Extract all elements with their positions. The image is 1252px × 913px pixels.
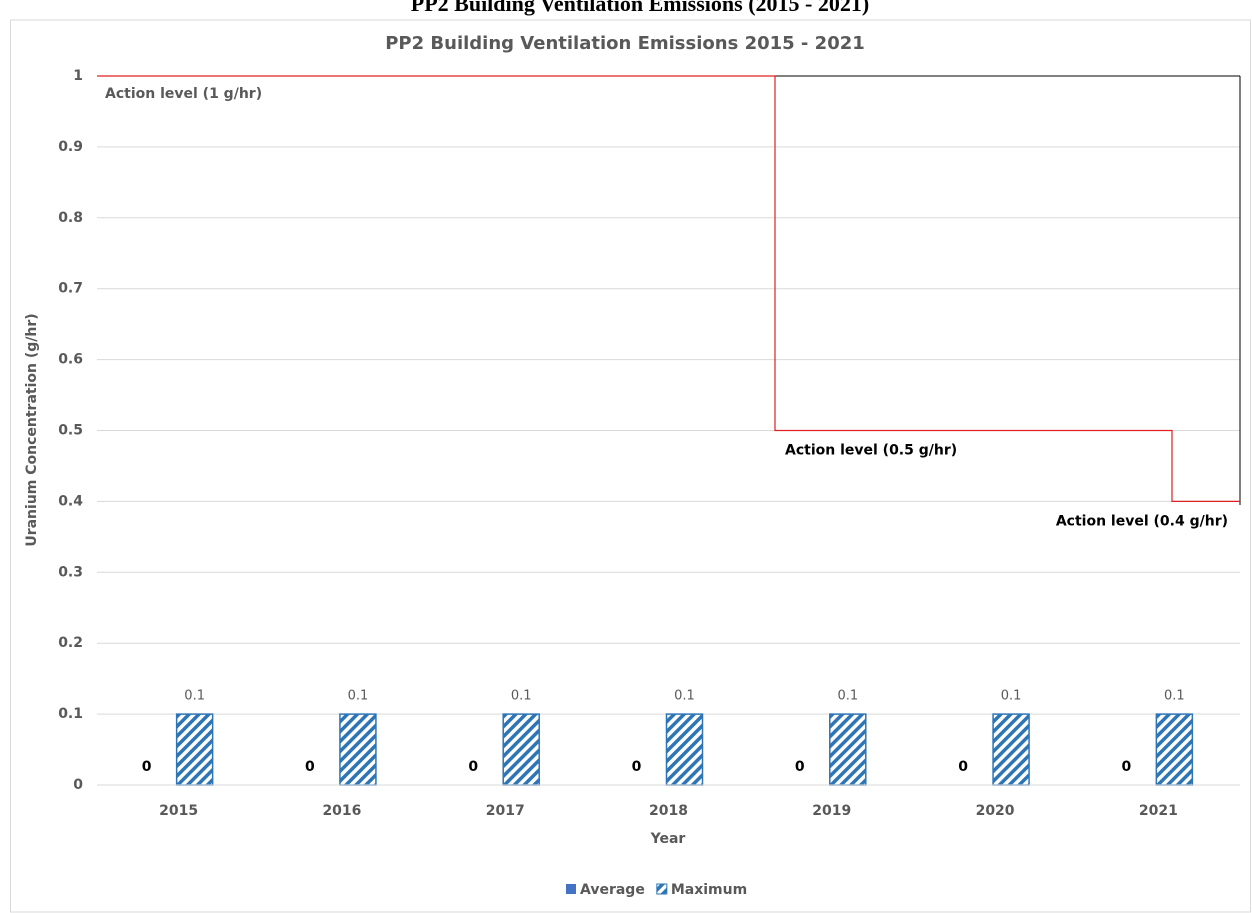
action-level-line <box>97 75 1240 502</box>
y-tick-label: 0.9 <box>58 139 83 155</box>
y-tick-label: 0.6 <box>58 352 83 368</box>
legend-swatch <box>656 883 668 895</box>
y-tick-label: 0.2 <box>58 635 83 651</box>
bar <box>665 713 704 786</box>
data-label: 0 <box>305 759 315 775</box>
y-tick-label: 0.5 <box>58 423 83 439</box>
data-label: 0.1 <box>1164 689 1185 704</box>
annotation: Action level (0.4 g/hr) <box>1056 513 1228 529</box>
data-label: 0.1 <box>1001 689 1022 704</box>
y-tick-label: 1 <box>73 68 83 84</box>
chart-border <box>10 19 1251 913</box>
caption: PP2 Building Ventilation Emissions (2015… <box>411 0 869 16</box>
bar <box>992 713 1030 786</box>
y-tick-label: 0.7 <box>58 281 83 297</box>
chart-title: PP2 Building Ventilation Emissions 2015 … <box>385 33 865 54</box>
data-label: 0 <box>958 759 968 775</box>
bar <box>1155 713 1194 786</box>
data-label: 0.1 <box>837 689 858 704</box>
x-tick-label: 2020 <box>976 803 1015 819</box>
data-label: 0 <box>795 759 805 775</box>
data-label: 0 <box>468 759 478 775</box>
bar <box>502 713 540 786</box>
y-tick-label: 0.8 <box>58 210 83 226</box>
y-tick-label: 0.1 <box>58 706 83 722</box>
data-label: 0.1 <box>511 689 532 704</box>
annotation: Action level (0.5 g/hr) <box>785 443 957 459</box>
x-tick-label: 2019 <box>812 803 851 819</box>
data-label: 0.1 <box>348 689 369 704</box>
data-label: 0.1 <box>184 689 205 704</box>
x-tick-label: 2016 <box>322 803 361 819</box>
annotation: Action level (1 g/hr) <box>105 86 262 102</box>
legend-swatch <box>566 884 576 894</box>
data-label: 0 <box>1121 759 1131 775</box>
x-tick-label: 2015 <box>159 803 198 819</box>
y-tick-label: 0.3 <box>58 564 83 580</box>
bar <box>175 713 214 786</box>
legend-label: Average <box>580 882 645 898</box>
x-tick-label: 2017 <box>486 803 525 819</box>
data-label: 0 <box>142 759 152 775</box>
data-label: 0.1 <box>674 689 695 704</box>
bar <box>339 713 377 786</box>
x-tick-label: 2021 <box>1139 803 1178 819</box>
legend-label: Maximum <box>671 882 747 898</box>
x-axis-label: Year <box>650 831 686 847</box>
y-axis-label: Uranium Concentration (g/hr) <box>24 313 40 546</box>
data-label: 0 <box>632 759 642 775</box>
bar <box>829 713 867 786</box>
y-tick-label: 0.4 <box>58 493 83 509</box>
x-tick-label: 2018 <box>649 803 688 819</box>
y-tick-label: 0 <box>73 777 83 793</box>
